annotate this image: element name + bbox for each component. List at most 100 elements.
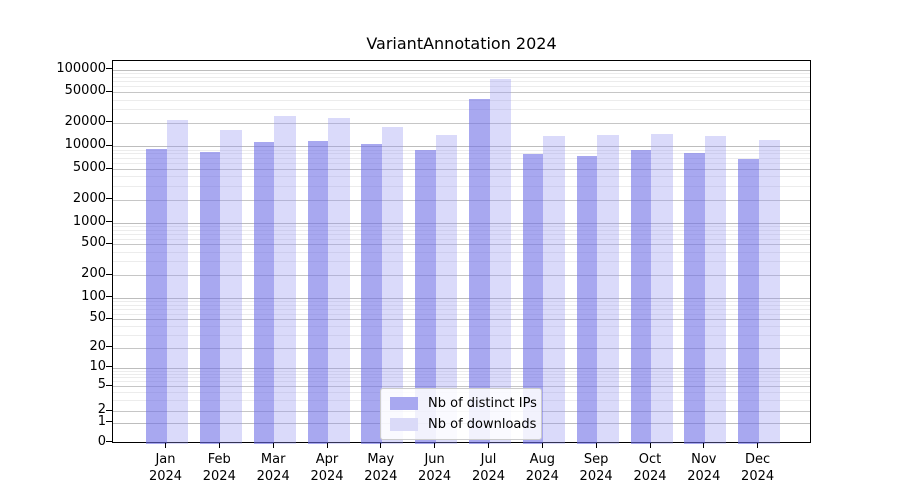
y-minor-gridline: [113, 251, 810, 253]
x-tick-mark: [649, 443, 651, 448]
y-tick-label: 1: [97, 413, 106, 429]
x-tick-mark: [434, 443, 436, 448]
y-tick-label: 2: [97, 402, 106, 417]
y-minor-gridline: [113, 233, 810, 235]
y-minor-gridline: [113, 109, 810, 111]
y-minor-gridline: [113, 373, 810, 375]
x-tick-year: 2024: [256, 469, 290, 484]
bar-mar-distinct-ips: [253, 141, 275, 444]
x-tick-month: May: [367, 452, 395, 467]
y-tick-label: 20000: [64, 113, 106, 129]
y-minor-gridline: [113, 335, 810, 337]
y-gridline: [113, 122, 810, 124]
y-minor-gridline: [113, 229, 810, 231]
y-tick-mark: [106, 144, 112, 146]
bar-dec-distinct-ips: [738, 158, 759, 444]
y-gridline: [113, 169, 810, 170]
legend-label-downloads: Nb of downloads: [428, 416, 537, 432]
y-tick-mark: [106, 273, 112, 275]
y-gridline: [113, 92, 810, 94]
y-minor-gridline: [113, 86, 810, 88]
y-tick-label: 200: [81, 266, 106, 281]
y-tick-label: 50000: [64, 83, 106, 99]
y-tick-label: 20: [89, 338, 106, 354]
y-gridline: [113, 297, 810, 299]
y-minor-gridline: [113, 176, 810, 178]
x-tick-month: Apr: [315, 452, 339, 467]
x-tick-year: 2024: [310, 469, 344, 484]
y-minor-gridline: [113, 99, 810, 101]
y-tick-mark: [106, 242, 112, 244]
y-gridline: [113, 222, 810, 224]
x-tick-year: 2024: [687, 469, 721, 484]
bar-jul-distinct-ips: [469, 99, 490, 444]
y-tick-label: 5000: [72, 160, 106, 175]
bar-may-downloads: [381, 127, 404, 444]
y-tick-label: 0: [97, 433, 106, 449]
x-tick-month: Jul: [480, 452, 497, 467]
y-minor-gridline: [113, 313, 810, 315]
x-tick-year: 2024: [148, 469, 183, 484]
x-tick-year: 2024: [633, 469, 667, 484]
x-tick-mark: [272, 443, 274, 448]
bar-feb-downloads: [220, 129, 242, 444]
y-gridline: [113, 275, 810, 276]
x-tick-label-sep: Sep 2024: [569, 451, 623, 485]
y-minor-gridline: [113, 149, 810, 151]
bar-mar-downloads: [274, 115, 296, 444]
y-minor-gridline: [113, 73, 810, 75]
y-tick-label: 2000: [72, 190, 106, 206]
x-tick-label-apr: Apr 2024: [300, 451, 354, 485]
y-tick-label: 1000: [72, 213, 106, 229]
bar-may-distinct-ips: [361, 144, 382, 444]
x-tick-mark: [326, 443, 328, 448]
y-tick-mark: [106, 167, 112, 169]
y-tick-mark: [106, 90, 112, 92]
y-minor-gridline: [113, 377, 810, 379]
y-tick-mark: [106, 221, 112, 223]
y-tick-label: 100: [81, 288, 106, 304]
y-tick-mark: [106, 317, 112, 319]
x-tick-year: 2024: [202, 469, 236, 484]
y-gridline: [113, 146, 810, 147]
y-tick-mark: [106, 346, 112, 348]
x-tick-year: 2024: [418, 469, 452, 484]
legend-item-distinct-ips: Nb of distinct IPs: [390, 394, 537, 412]
bar-dec-downloads: [758, 140, 781, 444]
y-tick-label: 50: [89, 310, 106, 326]
y-minor-gridline: [113, 326, 810, 328]
bar-jan-downloads: [166, 119, 188, 444]
bar-oct-downloads: [651, 133, 673, 444]
x-tick-label-may: May 2024: [354, 451, 408, 485]
x-tick-month: Nov: [691, 452, 717, 467]
x-tick-mark: [757, 443, 759, 448]
x-tick-label-jan: Jan 2024: [139, 451, 193, 485]
y-minor-gridline: [113, 163, 810, 164]
x-tick-year: 2024: [471, 469, 506, 484]
bar-nov-distinct-ips: [684, 152, 705, 444]
legend-item-downloads: Nb of downloads: [390, 415, 537, 433]
x-tick-month: Sep: [583, 452, 609, 467]
bar-sep-downloads: [597, 134, 619, 444]
x-tick-label-dec: Dec 2024: [731, 451, 785, 485]
bar-feb-distinct-ips: [199, 152, 221, 444]
bar-oct-distinct-ips: [630, 149, 651, 444]
plot-area: [112, 60, 811, 444]
y-minor-gridline: [113, 308, 810, 310]
y-minor-gridline: [113, 238, 810, 240]
x-tick-mark: [595, 443, 597, 448]
y-gridline: [113, 199, 810, 201]
x-tick-month: Aug: [529, 452, 555, 467]
y-gridline: [113, 244, 810, 246]
y-tick-mark: [106, 409, 112, 411]
y-minor-gridline: [113, 226, 810, 227]
legend: Nb of distinct IPs Nb of downloads: [380, 388, 542, 440]
y-tick-label: 10: [89, 358, 106, 374]
x-tick-month: Mar: [260, 452, 286, 467]
y-gridline: [113, 367, 810, 369]
x-tick-year: 2024: [364, 469, 398, 484]
bar-sep-distinct-ips: [576, 156, 598, 444]
y-tick-mark: [106, 384, 112, 386]
y-gridline: [113, 69, 810, 71]
x-tick-month: Jan: [155, 452, 176, 467]
